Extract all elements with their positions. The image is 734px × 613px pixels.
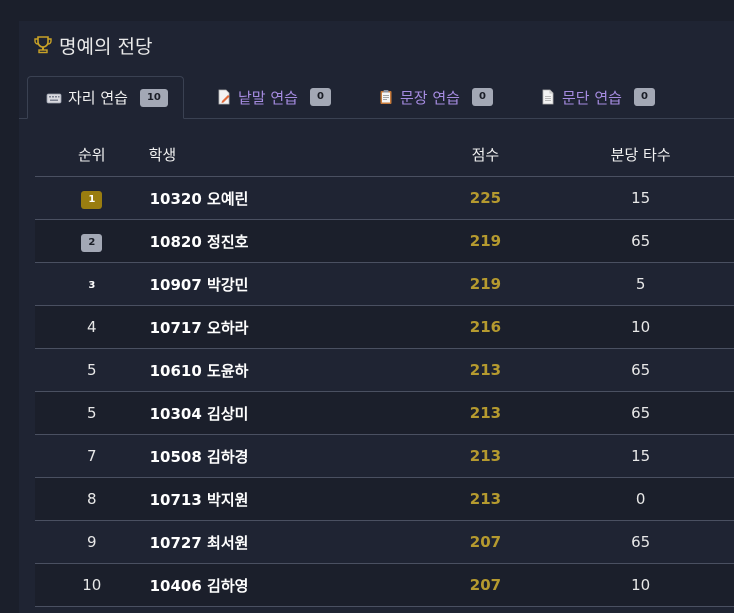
- score-cell: 213: [423, 348, 548, 392]
- rank-cell: 10: [35, 563, 149, 607]
- score-cell: 216: [423, 305, 548, 349]
- student-cell: 10907 박강민: [148, 262, 424, 306]
- silver-rank-badge: 2: [81, 233, 103, 252]
- score-cell: 213: [423, 477, 548, 521]
- tab-count-badge: 0: [309, 88, 331, 106]
- wpm-cell: 65: [547, 219, 734, 263]
- score-cell: 207: [423, 563, 548, 607]
- rank-cell: 8: [35, 477, 149, 521]
- document-icon: [540, 89, 556, 105]
- column-header-student: 학생: [148, 133, 424, 177]
- practice-tabs: 자리 연습 10 낱말 연습 0: [19, 76, 734, 119]
- wpm-cell: 0: [547, 477, 734, 521]
- wpm-cell: 10: [547, 305, 734, 349]
- page-title: 명예의 전당: [59, 35, 153, 58]
- column-header-wpm: 분당 타수: [547, 133, 734, 177]
- ranking-table: 순위 학생 점수 분당 타수 1 10320 오예린 225 15 2 1082…: [35, 133, 734, 607]
- table-header-row: 순위 학생 점수 분당 타수: [35, 133, 734, 177]
- student-cell: 10717 오하라: [148, 305, 424, 349]
- table-row: 3 10907 박강민 219 5: [35, 262, 734, 306]
- table-row: 7 10508 김하경 213 15: [35, 434, 734, 478]
- clipboard-icon: [378, 89, 394, 105]
- tab-count-badge: 0: [633, 88, 655, 106]
- tab-label: 자리 연습: [68, 89, 128, 107]
- rank-cell: 1: [35, 176, 149, 220]
- student-cell: 10727 최서원: [148, 520, 424, 564]
- table-row: 5 10304 김상미 213 65: [35, 391, 734, 435]
- rank-cell: 5: [35, 391, 149, 435]
- tab-position-practice[interactable]: 자리 연습 10: [27, 76, 184, 119]
- student-cell: 10406 김하영: [148, 563, 424, 607]
- wpm-cell: 65: [547, 348, 734, 392]
- table-row: 10 10406 김하영 207 10: [35, 563, 734, 607]
- score-cell: 225: [423, 176, 548, 220]
- score-cell: 213: [423, 391, 548, 435]
- score-cell: 213: [423, 434, 548, 478]
- hall-of-fame-panel: 명예의 전당 자리 연습 10: [19, 21, 734, 613]
- rank-cell: 7: [35, 434, 149, 478]
- document-pencil-icon: [216, 89, 232, 105]
- rank-cell: 5: [35, 348, 149, 392]
- student-cell: 10610 도윤하: [148, 348, 424, 392]
- column-header-score: 점수: [423, 133, 548, 177]
- column-header-rank: 순위: [35, 133, 149, 177]
- wpm-cell: 65: [547, 391, 734, 435]
- wpm-cell: 15: [547, 434, 734, 478]
- wpm-cell: 5: [547, 262, 734, 306]
- tab-label: 문단 연습: [562, 88, 622, 107]
- tab-word-practice[interactable]: 낱말 연습 0: [216, 76, 331, 118]
- rank-cell: 9: [35, 520, 149, 564]
- score-cell: 207: [423, 520, 548, 564]
- tab-count-badge: 0: [471, 88, 493, 106]
- wpm-cell: 10: [547, 563, 734, 607]
- table-row: 2 10820 정진호 219 65: [35, 219, 734, 263]
- rank-cell: 3: [35, 262, 149, 306]
- panel-header: 명예의 전당: [33, 31, 152, 59]
- table-row: 8 10713 박지원 213 0: [35, 477, 734, 521]
- score-cell: 219: [423, 219, 548, 263]
- student-cell: 10508 김하경: [148, 434, 424, 478]
- wpm-cell: 65: [547, 520, 734, 564]
- keyboard-icon: [46, 90, 62, 106]
- score-cell: 219: [423, 262, 548, 306]
- tab-count-badge: 10: [139, 88, 168, 107]
- student-cell: 10820 정진호: [148, 219, 424, 263]
- bronze-rank-badge: 3: [88, 279, 96, 291]
- student-cell: 10320 오예린: [148, 176, 424, 220]
- table-row: 9 10727 최서원 207 65: [35, 520, 734, 564]
- tab-label: 문장 연습: [400, 88, 460, 107]
- student-cell: 10713 박지원: [148, 477, 424, 521]
- gold-rank-badge: 1: [81, 190, 103, 209]
- rank-cell: 2: [35, 219, 149, 263]
- student-cell: 10304 김상미: [148, 391, 424, 435]
- tab-label: 낱말 연습: [238, 88, 298, 107]
- table-row: 4 10717 오하라 216 10: [35, 305, 734, 349]
- rank-cell: 4: [35, 305, 149, 349]
- table-row: 1 10320 오예린 225 15: [35, 176, 734, 220]
- table-row: 5 10610 도윤하 213 65: [35, 348, 734, 392]
- trophy-icon: [33, 35, 53, 55]
- wpm-cell: 15: [547, 176, 734, 220]
- tab-sentence-practice[interactable]: 문장 연습 0: [378, 76, 493, 118]
- tab-paragraph-practice[interactable]: 문단 연습 0: [540, 76, 655, 118]
